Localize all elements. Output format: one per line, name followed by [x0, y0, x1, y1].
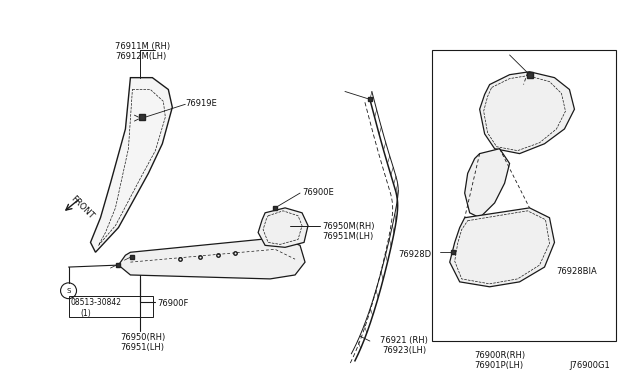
Text: 76919E: 76919E	[186, 99, 217, 108]
Text: 76900R(RH): 76900R(RH)	[475, 351, 526, 360]
Text: 76928BIA: 76928BIA	[557, 267, 597, 276]
Text: 76928D: 76928D	[399, 250, 432, 259]
Text: 76901P(LH): 76901P(LH)	[475, 361, 524, 370]
Text: 76923(LH): 76923(LH)	[382, 346, 426, 355]
Polygon shape	[450, 208, 554, 287]
Polygon shape	[465, 149, 509, 218]
Text: 76911M (RH): 76911M (RH)	[115, 42, 171, 51]
Text: 76950(RH): 76950(RH)	[120, 333, 166, 342]
Text: 76951(LH): 76951(LH)	[120, 343, 164, 352]
Text: 76921 (RH): 76921 (RH)	[380, 336, 428, 345]
Polygon shape	[258, 208, 308, 247]
Text: FRONT: FRONT	[69, 194, 96, 221]
Text: S: S	[67, 288, 71, 294]
Text: 08513-30842: 08513-30842	[70, 298, 122, 307]
Polygon shape	[90, 78, 172, 252]
Text: 76900E: 76900E	[302, 188, 334, 197]
Text: 76912M(LH): 76912M(LH)	[115, 52, 166, 61]
Text: 76951M(LH): 76951M(LH)	[322, 231, 373, 241]
Text: (1): (1)	[81, 310, 92, 318]
Text: J76900G1: J76900G1	[570, 361, 610, 370]
Text: 76900F: 76900F	[157, 299, 189, 308]
Polygon shape	[118, 237, 305, 279]
Text: 76950M(RH): 76950M(RH)	[322, 222, 374, 231]
Polygon shape	[479, 72, 575, 154]
